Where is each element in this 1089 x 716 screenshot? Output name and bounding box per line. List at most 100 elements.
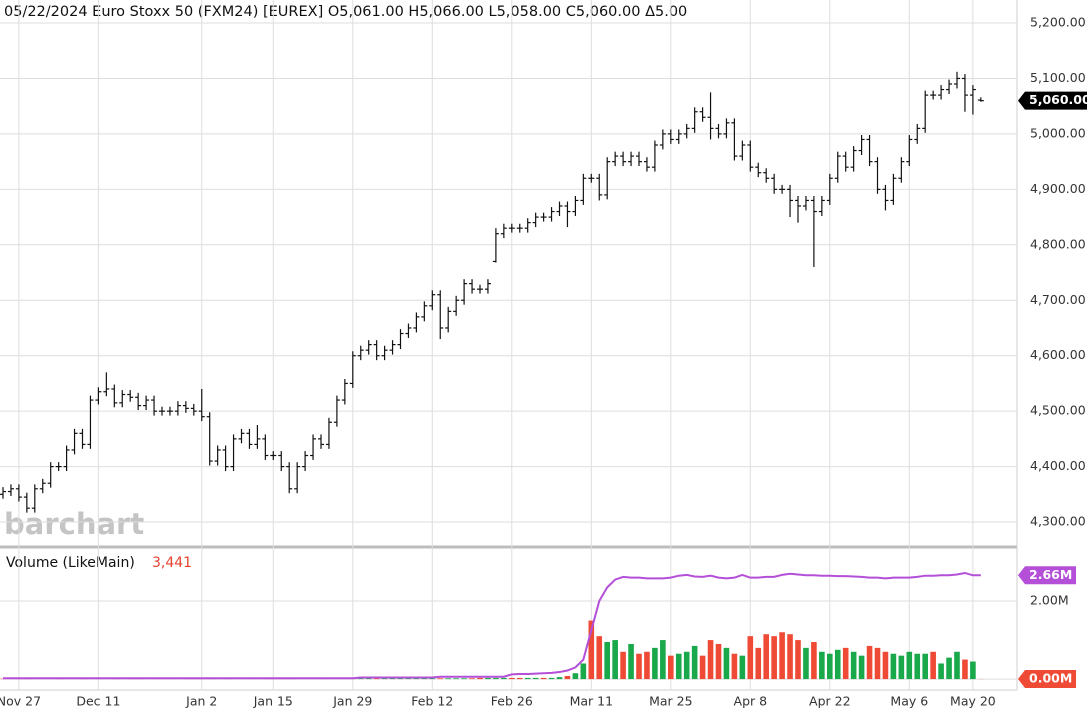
volume-bar — [580, 663, 587, 680]
volume-bar — [787, 634, 793, 680]
volume-bar — [397, 678, 404, 680]
volume-bar — [691, 645, 698, 680]
y-tick-label: 4,400.00 — [1030, 458, 1086, 473]
volume-average-line — [3, 571, 981, 680]
y-tick-label: 2.00M — [1030, 593, 1069, 608]
volume-bar — [548, 677, 555, 680]
volume-bar — [922, 653, 928, 680]
volume-bar — [906, 651, 913, 680]
volume-bar — [429, 678, 436, 680]
volume-bar — [532, 677, 539, 680]
volume-bar — [524, 677, 531, 680]
volume-bar — [357, 678, 364, 680]
price-badge-label: 5,060.00 — [1029, 92, 1089, 107]
x-tick-label: Feb 26 — [491, 694, 533, 709]
volume-bar — [739, 655, 746, 680]
volume-bar — [811, 642, 817, 680]
volume-bar — [858, 655, 865, 680]
x-tick-label: Jan 2 — [185, 694, 217, 709]
y-tick-label: 5,200.00 — [1030, 15, 1086, 30]
volume-bar — [373, 678, 380, 680]
volume-bar — [890, 653, 897, 680]
y-tick-label: 5,000.00 — [1030, 125, 1086, 140]
volume-bar — [699, 655, 706, 680]
y-tick-label: 5,100.00 — [1030, 70, 1086, 85]
volume-bar — [779, 632, 785, 680]
y-tick-label: 4,300.00 — [1030, 514, 1086, 529]
volume-bar — [485, 677, 491, 680]
average-badge — [1018, 566, 1076, 585]
volume-bar — [834, 649, 841, 680]
volume-bar — [445, 678, 451, 680]
volume-bar — [946, 657, 952, 680]
volume-bar — [501, 677, 507, 680]
volume-bar — [747, 636, 754, 680]
x-tick-label: Jan 15 — [253, 694, 293, 709]
volume-bar — [509, 677, 515, 680]
volume-badge-label: 0.00M — [1029, 670, 1072, 685]
volume-bar — [771, 636, 777, 680]
volume-bar — [493, 677, 499, 680]
x-tick-label: Apr 8 — [734, 694, 768, 709]
volume-bar — [540, 677, 547, 680]
volume-bar — [652, 647, 658, 680]
x-tick-label: Dec 11 — [76, 694, 120, 709]
volume-bar — [365, 678, 372, 680]
volume-title: Volume (LikeMain) — [6, 555, 135, 571]
volume-bar — [636, 653, 642, 680]
x-tick-label: Mar 25 — [649, 694, 692, 709]
volume-bar — [930, 651, 936, 680]
volume-legend-value: 3,441 — [152, 555, 192, 571]
volume-bar — [477, 677, 483, 680]
x-tick-label: Apr 22 — [809, 694, 851, 709]
y-tick-label: 4,900.00 — [1030, 181, 1086, 196]
volume-bar — [803, 647, 809, 680]
volume-bar — [715, 643, 722, 680]
x-tick-label: Jan 29 — [332, 694, 372, 709]
volume-bar — [874, 647, 881, 680]
volume-bar — [556, 677, 563, 680]
volume-bar — [604, 642, 610, 680]
y-tick-label: 4,700.00 — [1030, 292, 1086, 307]
volume-bar — [453, 678, 459, 680]
chart-title: 05/22/2024 Euro Stoxx 50 (FXM24) [EUREX]… — [4, 4, 687, 20]
volume-bar — [620, 651, 626, 680]
volume-bar — [938, 663, 944, 680]
volume-bar — [461, 678, 467, 680]
volume-bar — [564, 675, 571, 680]
volume-bar — [572, 673, 579, 680]
volume-bar — [962, 659, 968, 680]
y-tick-label: 4,500.00 — [1030, 403, 1086, 418]
volume-bar — [850, 651, 857, 680]
volume-bar — [413, 678, 420, 680]
volume-bar — [588, 620, 595, 680]
price-badge — [1018, 91, 1087, 110]
volume-bar — [954, 651, 960, 680]
volume-bar — [389, 678, 396, 680]
volume-bar — [683, 651, 690, 680]
volume-bar — [795, 640, 801, 680]
volume-bar — [914, 653, 921, 680]
volume-bar — [866, 645, 873, 680]
watermark: barchart — [4, 507, 144, 541]
volume-bar — [819, 651, 825, 680]
volume-bar — [763, 634, 769, 680]
volume-bar — [882, 651, 889, 680]
volume-bar — [644, 651, 650, 680]
volume-bar — [469, 678, 475, 680]
volume-bar — [628, 643, 634, 680]
price-bars — [0, 71, 984, 513]
volume-bar — [405, 678, 412, 680]
volume-bar — [842, 647, 849, 680]
volume-bar — [755, 647, 762, 680]
x-tick-label: Mar 11 — [570, 694, 613, 709]
volume-bar — [723, 647, 730, 680]
x-tick-label: Nov 27 — [0, 694, 41, 709]
volume-bar — [668, 655, 674, 680]
volume-bar — [612, 640, 618, 680]
volume-bar — [596, 636, 603, 680]
y-tick-label: 4,800.00 — [1030, 236, 1086, 251]
volume-bar — [437, 678, 444, 680]
